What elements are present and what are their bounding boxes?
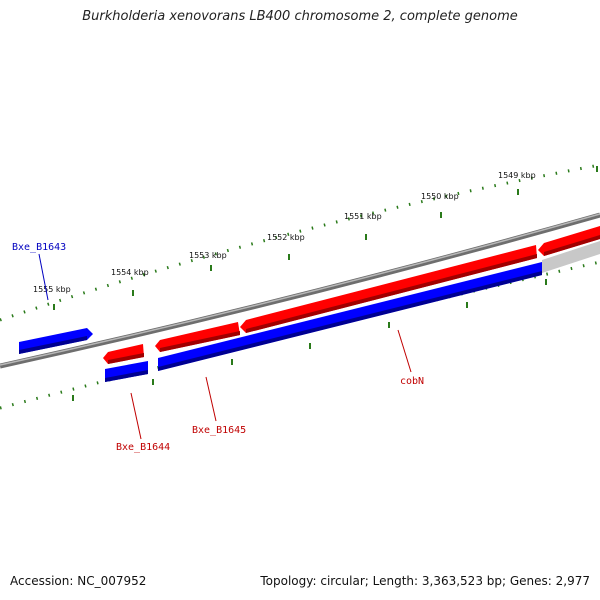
gene-forward-right[interactable] — [538, 226, 600, 256]
gene-shadow — [544, 235, 600, 256]
genome-backbone — [0, 212, 600, 369]
backbone-highlight — [0, 213, 600, 366]
gene-shadow — [105, 370, 148, 382]
kbp-label-1553: 1553 kbp — [189, 251, 227, 260]
outer-major-ticks — [53, 166, 598, 310]
kbp-label-1551: 1551 kbp — [344, 212, 382, 221]
genome-summary-text: Topology: circular; Length: 3,363,523 bp… — [260, 574, 590, 588]
gene-gray-feature[interactable] — [542, 241, 600, 273]
kbp-label-1554: 1554 kbp — [111, 268, 149, 277]
gene-label-bxe-b1644[interactable]: Bxe_B1644 — [116, 442, 170, 453]
gene-shadow — [246, 254, 537, 333]
leader-bxe-b1644 — [130, 392, 142, 440]
forward-strand-genes — [103, 226, 600, 364]
accession-text: Accession: NC_007952 — [10, 574, 147, 588]
gene-label-bxe-b1643[interactable]: Bxe_B1643 — [12, 242, 66, 253]
gene-label-cobN[interactable]: cobN — [400, 376, 424, 387]
outer-tick-ring — [0, 163, 600, 322]
gene-shadow — [108, 353, 144, 364]
leader-bxe-b1643 — [38, 253, 49, 301]
kbp-label-1549: 1549 kbp — [498, 171, 536, 180]
reverse-strand-genes — [19, 262, 542, 382]
scale-labels: 1555 kbp 1554 kbp 1553 kbp 1552 kbp 1551… — [33, 171, 536, 294]
gene-shadow — [158, 271, 542, 371]
gene-shadow — [160, 331, 240, 352]
kbp-label-1555: 1555 kbp — [33, 285, 71, 294]
gene-bxe-b1645-forward[interactable] — [155, 322, 240, 352]
inner-major-ticks — [72, 279, 547, 401]
gene-label-bxe-b1645[interactable]: Bxe_B1645 — [192, 425, 246, 436]
kbp-label-1552: 1552 kbp — [267, 233, 305, 242]
leader-bxe-b1645 — [205, 376, 217, 422]
kbp-label-1550: 1550 kbp — [421, 192, 459, 201]
map-title: Burkholderia xenovorans LB400 chromosome… — [82, 9, 518, 24]
gene-cobN-forward[interactable] — [240, 245, 537, 333]
gene-shadow — [19, 336, 87, 354]
leader-cobN — [397, 329, 412, 373]
